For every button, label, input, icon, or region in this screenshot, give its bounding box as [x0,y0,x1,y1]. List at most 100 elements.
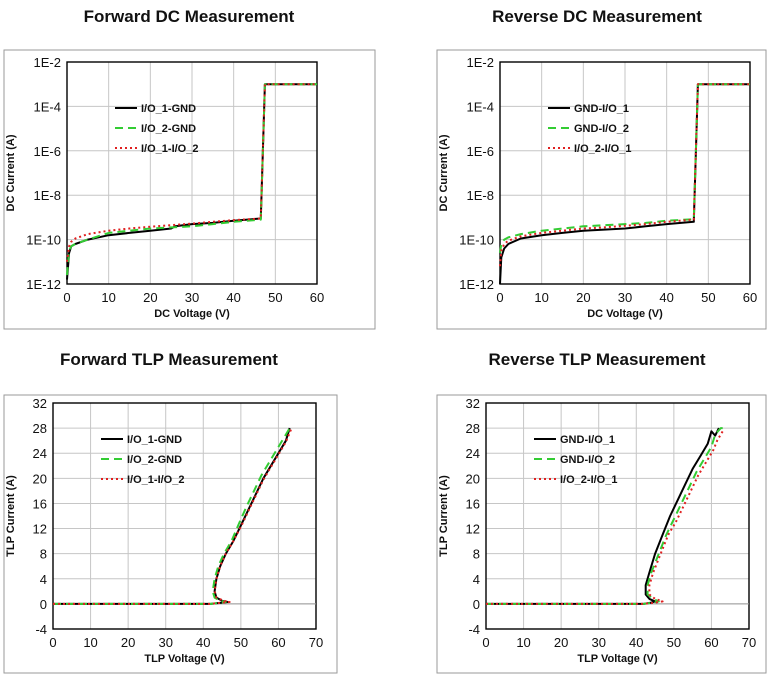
y-tick-label: 4 [473,572,480,587]
chart-frame [436,49,767,330]
x-tick-label: 60 [271,635,285,650]
x-tick-label: 70 [309,635,323,650]
y-tick-label: 1E-2 [34,55,61,70]
legend-label: GND-I/O_2 [560,454,615,466]
legend-label: I/O_1-I/O_2 [127,474,184,486]
series-line-2 [499,83,750,254]
x-axis-label: DC Voltage (V) [154,308,230,320]
x-tick-label: 40 [226,290,240,305]
chart-2-title: Reverse DC Measurement [492,7,702,26]
y-tick-label: -4 [468,622,480,637]
plot-area [52,402,317,630]
y-tick-label: 1E-10 [26,233,61,248]
legend-label: I/O_2-I/O_1 [560,474,617,486]
legend-label: GND-I/O_2 [574,123,629,135]
y-tick-label: 32 [33,396,47,411]
y-tick-label: 1E-12 [459,277,494,292]
y-tick-label: 28 [33,421,47,436]
y-axis-label: TLP Current (A) [5,475,17,557]
x-tick-label: 60 [704,635,718,650]
x-tick-label: 40 [659,290,673,305]
y-tick-label: 0 [40,597,47,612]
y-axis-label: DC Current (A) [5,134,17,211]
x-tick-label: 60 [743,290,757,305]
legend-label: I/O_2-GND [141,123,196,135]
series-line-3 [66,83,317,262]
y-tick-label: 24 [33,446,47,461]
y-tick-label: 1E-4 [467,99,494,114]
y-axis-label: DC Current (A) [438,134,450,211]
legend-label: GND-I/O_1 [574,103,629,115]
y-tick-label: 4 [40,572,47,587]
x-tick-label: 10 [516,635,530,650]
series-line-3 [499,83,750,267]
x-tick-label: 50 [268,290,282,305]
series-line-2 [53,427,291,605]
x-tick-label: 10 [83,635,97,650]
legend-label: GND-I/O_1 [560,434,615,446]
x-tick-label: 40 [629,635,643,650]
x-tick-label: 20 [121,635,135,650]
x-tick-label: 30 [185,290,199,305]
x-axis-label: DC Voltage (V) [587,308,663,320]
x-tick-label: 30 [158,635,172,650]
y-tick-label: 32 [466,396,480,411]
y-tick-label: 8 [40,547,47,562]
x-tick-label: 30 [618,290,632,305]
x-tick-label: 50 [667,635,681,650]
series-line-3 [486,430,724,605]
y-tick-label: 12 [33,522,47,537]
x-tick-label: 70 [742,635,756,650]
series-line-3 [53,427,293,605]
x-tick-label: 50 [701,290,715,305]
legend-label: I/O_2-I/O_1 [574,143,631,155]
y-tick-label: 1E-12 [26,277,61,292]
y-tick-label: 0 [473,597,480,612]
x-tick-label: 0 [496,290,503,305]
x-tick-label: 20 [554,635,568,650]
y-tick-label: 24 [466,446,480,461]
x-tick-label: 60 [310,290,324,305]
y-tick-label: 1E-2 [467,55,494,70]
chart-frame [3,49,376,330]
y-tick-label: 12 [466,522,480,537]
x-axis-label: TLP Voltage (V) [577,653,658,665]
y-tick-label: 1E-8 [34,188,61,203]
x-tick-label: 40 [196,635,210,650]
x-tick-label: 0 [482,635,489,650]
y-tick-label: 16 [33,496,47,511]
x-tick-label: 10 [534,290,548,305]
y-tick-label: 8 [473,547,480,562]
series-line-2 [486,427,723,605]
chart-1-title: Forward DC Measurement [83,7,295,26]
y-tick-label: -4 [35,622,47,637]
y-tick-label: 20 [33,471,47,486]
plot-area [66,61,318,285]
plot-area [485,402,750,630]
y-tick-label: 28 [466,421,480,436]
x-tick-label: 0 [49,635,56,650]
legend-label: I/O_1-GND [127,434,182,446]
x-tick-label: 50 [234,635,248,650]
y-tick-label: 1E-8 [467,188,494,203]
plot-area [499,61,751,285]
y-tick-label: 1E-6 [34,144,61,159]
y-tick-label: 1E-6 [467,144,494,159]
x-axis-label: TLP Voltage (V) [144,653,225,665]
legend-label: I/O_1-GND [141,103,196,115]
y-tick-label: 16 [466,496,480,511]
y-axis-label: TLP Current (A) [438,475,450,557]
legend-label: I/O_2-GND [127,454,182,466]
chart-3-title: Forward TLP Measurement [60,350,278,369]
y-tick-label: 1E-10 [459,233,494,248]
y-tick-label: 1E-4 [34,99,61,114]
x-tick-label: 0 [63,290,70,305]
y-tick-label: 20 [466,471,480,486]
chart-4-title: Reverse TLP Measurement [488,350,706,369]
x-tick-label: 20 [143,290,157,305]
x-tick-label: 20 [576,290,590,305]
